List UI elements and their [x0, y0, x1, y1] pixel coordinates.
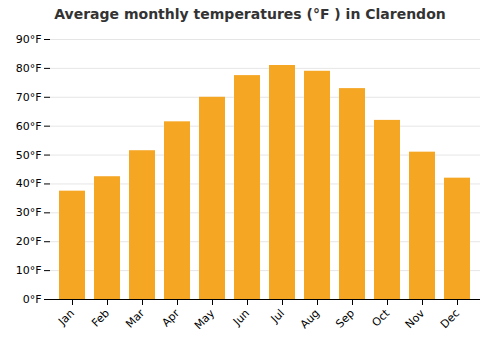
- svg-text:Aug: Aug: [298, 307, 322, 331]
- svg-text:40°F: 40°F: [16, 177, 42, 190]
- svg-text:60°F: 60°F: [16, 120, 42, 133]
- svg-text:Jul: Jul: [268, 307, 287, 326]
- svg-text:70°F: 70°F: [16, 91, 42, 104]
- svg-text:80°F: 80°F: [16, 62, 42, 75]
- svg-text:Jan: Jan: [55, 307, 77, 329]
- svg-text:Oct: Oct: [369, 306, 392, 329]
- svg-text:Sep: Sep: [333, 307, 357, 331]
- svg-text:Apr: Apr: [159, 306, 182, 329]
- svg-text:20°F: 20°F: [16, 235, 42, 248]
- svg-text:Dec: Dec: [438, 307, 462, 331]
- svg-text:30°F: 30°F: [16, 206, 42, 219]
- svg-text:Mar: Mar: [123, 306, 147, 330]
- svg-text:Jun: Jun: [230, 307, 252, 329]
- svg-text:May: May: [192, 306, 218, 332]
- svg-text:Feb: Feb: [89, 307, 112, 330]
- svg-text:50°F: 50°F: [16, 149, 42, 162]
- html-text:Average monthly temperatures (: Average monthly temperatures (°F ) in Cl…: [54, 6, 446, 22]
- svg-text:Nov: Nov: [403, 306, 428, 331]
- svg-text:0°F: 0°F: [23, 293, 42, 306]
- svg-text:10°F: 10°F: [16, 264, 42, 277]
- svg-text:90°F: 90°F: [16, 33, 42, 46]
